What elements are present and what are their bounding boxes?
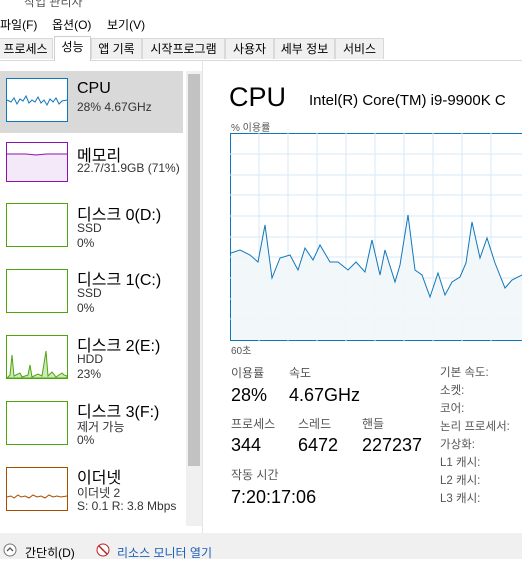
sidebar-detail: S: 0.1 R: 3.8 Mbps [77, 499, 176, 513]
stat-value: 4.67GHz [289, 385, 360, 406]
sidebar-detail: HDD [77, 352, 103, 366]
fewer-details-icon[interactable] [3, 543, 17, 557]
menu-item[interactable]: 파일(F) [0, 16, 37, 33]
disk-thumbnail[interactable] [6, 269, 68, 313]
disk-thumbnail[interactable] [6, 203, 68, 247]
stat-label: 이용률 [231, 364, 264, 381]
sidebar-detail: SSD [77, 221, 102, 235]
tab[interactable]: 세부 정보 [274, 38, 335, 59]
menu-item[interactable]: 옵션(O) [52, 16, 91, 33]
sidebar-detail: 0% [77, 433, 94, 447]
footer-bar [0, 533, 522, 559]
window-title: 작업 관리자 [24, 0, 83, 10]
scrollbar-thumb[interactable] [188, 74, 200, 466]
spec-label: L1 캐시: [440, 454, 480, 470]
cpu-model: Intel(R) Core(TM) i9-9900K C [309, 92, 506, 109]
graph-time-span: 60초 [231, 342, 251, 357]
tab[interactable]: 서비스 [335, 38, 384, 59]
tab[interactable]: 프로세스 [0, 38, 53, 59]
sidebar-detail: 0% [77, 236, 94, 250]
spec-label: 가상화: [440, 436, 475, 452]
stat-label: 핸들 [362, 415, 384, 432]
tab[interactable]: 앱 기록 [91, 38, 142, 59]
sidebar-detail: 28% 4.67GHz [77, 100, 152, 114]
stat-label: 작동 시간 [231, 466, 279, 483]
spec-label: 기본 속도: [440, 364, 489, 380]
cpu-thumbnail[interactable] [6, 78, 68, 122]
fewer-details-link[interactable]: 간단히(D) [25, 544, 75, 561]
sidebar-detail: 23% [77, 367, 101, 381]
sidebar-detail: 22.7/31.9GB (71%) [77, 161, 180, 175]
disk-thumbnail[interactable] [6, 335, 68, 379]
sidebar-detail: 0% [77, 301, 94, 315]
graph-label: % 이용률 [231, 119, 270, 134]
memory-thumbnail[interactable] [6, 142, 68, 182]
resource-monitor-icon[interactable] [96, 543, 110, 557]
tab-selected[interactable]: 성능 [54, 36, 91, 61]
stat-label: 스레드 [298, 415, 331, 432]
stat-value: 7:20:17:06 [231, 487, 316, 508]
stat-value: 6472 [298, 435, 338, 456]
stat-value: 344 [231, 435, 261, 456]
sidebar-title[interactable]: CPU [77, 80, 111, 98]
spec-label: 코어: [440, 400, 464, 416]
tab[interactable]: 사용자 [225, 38, 274, 59]
resource-monitor-link[interactable]: 리소스 모니터 열기 [117, 544, 212, 561]
stat-label: 프로세스 [231, 415, 275, 432]
sidebar-divider [202, 61, 203, 533]
ethernet-thumbnail[interactable] [6, 467, 68, 511]
cpu-usage-graph [230, 133, 522, 341]
stat-value: 28% [231, 385, 267, 406]
tab[interactable]: 시작프로그램 [142, 38, 225, 59]
sidebar-detail: SSD [77, 286, 102, 300]
spec-label: L3 캐시: [440, 490, 480, 506]
spec-label: 소켓: [440, 382, 464, 398]
disk-thumbnail[interactable] [6, 401, 68, 445]
spec-label: L2 캐시: [440, 472, 480, 488]
stat-label: 속도 [289, 364, 311, 381]
stat-value: 227237 [362, 435, 422, 456]
spec-label: 논리 프로세서: [440, 418, 510, 434]
main-title: CPU [229, 82, 286, 113]
menu-item[interactable]: 보기(V) [107, 16, 145, 33]
